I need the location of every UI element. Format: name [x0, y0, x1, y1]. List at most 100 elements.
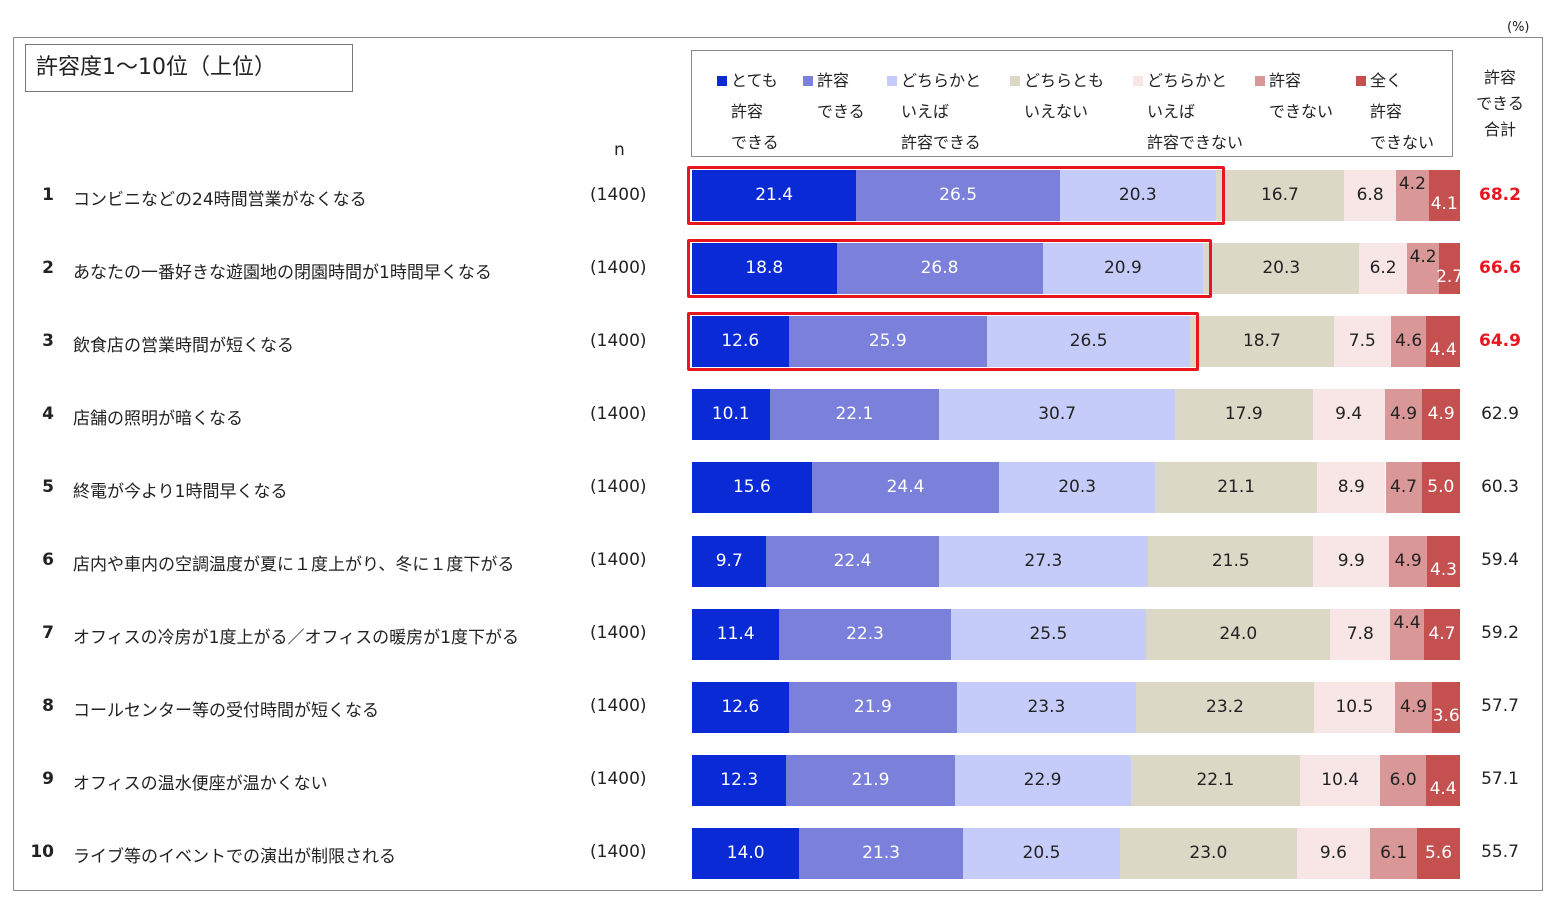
row-label: 店舗の照明が暗くなる [73, 408, 243, 429]
bar-segment [1330, 608, 1391, 660]
bar-value-label: 12.3 [720, 769, 759, 790]
row-rank: 10 [30, 842, 54, 863]
row-label: 終電が今より1時間早くなる [73, 481, 288, 502]
legend-swatch [1255, 76, 1265, 86]
bar-segment [1391, 316, 1427, 368]
bar-value-label: 23.3 [1027, 696, 1066, 717]
bar-segment [987, 316, 1191, 368]
bar-segment [692, 608, 780, 660]
legend-label: 全く 許容 できない [1370, 71, 1435, 152]
bar-value-label: 20.3 [1058, 477, 1097, 498]
row-label: あなたの一番好きな遊園地の閉園時間が1時間早くなる [73, 262, 492, 283]
legend-label: どちらとも いえない [1024, 71, 1105, 121]
bar-value-label: 23.0 [1189, 842, 1228, 863]
bar-value-label: 4.9 [1400, 696, 1428, 717]
bar-segment [1135, 681, 1315, 733]
bar-value-label: 25.5 [1029, 623, 1068, 644]
row-total: 60.3 [1481, 476, 1519, 497]
row-n: (1400) [590, 184, 647, 205]
bar-segment [836, 243, 1043, 295]
legend-swatch [803, 76, 813, 86]
row-rank: 3 [42, 330, 54, 351]
bar-value-label: 22.3 [846, 623, 884, 644]
bar-segment [692, 462, 812, 514]
bar-segment [939, 389, 1176, 441]
bar-segment [788, 316, 988, 368]
bar-segment [1312, 389, 1385, 441]
bar-value-label: 8.9 [1337, 477, 1365, 498]
row-label: コンビニなどの24時間営業がなくなる [73, 189, 367, 210]
bar-segment [1059, 170, 1216, 221]
bar-value-label: 20.3 [1262, 258, 1301, 279]
row-total: 68.2 [1479, 184, 1521, 205]
bar-value-label: 16.7 [1260, 185, 1299, 205]
bar-segment [766, 535, 939, 587]
bar-segment [1146, 608, 1331, 660]
bar-value-label: 12.6 [721, 696, 760, 717]
bar-value-label: 3.6 [1432, 705, 1460, 726]
bar-segment [1389, 535, 1427, 587]
legend-item: 許容 できない [1255, 65, 1333, 127]
bar-segment [1042, 243, 1204, 295]
row-label: 飲食店の営業時間が短くなる [73, 335, 294, 356]
bar-value-label: 26.5 [939, 185, 978, 205]
legend-item: どちらとも いえない [1010, 65, 1104, 127]
n-column-header: n [614, 140, 625, 160]
bar-segment [1422, 389, 1460, 441]
row-n: (1400) [590, 403, 647, 424]
bar-segment [1426, 316, 1460, 368]
bar-value-label: 18.8 [745, 258, 784, 279]
bar-value-label: 4.4 [1393, 612, 1421, 633]
bar-value-label: 26.5 [1069, 331, 1108, 352]
bar-value-label: 4.9 [1427, 404, 1455, 425]
bar-value-label: 4.6 [1395, 331, 1423, 352]
bar-segment [954, 754, 1131, 806]
chart-frame [13, 37, 1543, 891]
row-total: 55.7 [1481, 842, 1519, 863]
legend-swatch [1133, 76, 1143, 86]
bar-value-label: 25.9 [868, 331, 907, 352]
bar-segment [1155, 462, 1318, 514]
legend-swatch [887, 76, 897, 86]
row-rank: 4 [42, 403, 54, 424]
bar-segment [1426, 754, 1460, 806]
bar-segment [1417, 827, 1460, 879]
row-total: 64.9 [1479, 330, 1521, 351]
bar-segment [1439, 243, 1460, 295]
bar-segment [1423, 608, 1460, 660]
bar-value-label: 21.5 [1211, 550, 1250, 571]
bar-segment [1313, 535, 1390, 587]
bar-value-label: 22.4 [833, 550, 872, 571]
bar-segment [950, 608, 1147, 660]
bar-value-label: 4.2 [1398, 174, 1426, 194]
bar-value-label: 7.8 [1346, 623, 1374, 644]
row-n: (1400) [590, 842, 647, 863]
bar-value-label: 9.6 [1319, 842, 1347, 863]
bar-value-label: 5.6 [1424, 842, 1453, 863]
bar-segment [1428, 170, 1460, 221]
bar-segment [1384, 389, 1423, 441]
bar-value-label: 9.4 [1335, 404, 1363, 425]
bar-segment [1421, 462, 1460, 514]
bar-value-label: 21.9 [853, 696, 892, 717]
row-label: ライブ等のイベントでの演出が制限される [73, 847, 396, 868]
bar-segment [1190, 316, 1334, 368]
row-rank: 2 [42, 257, 54, 278]
legend-item: どちらかと いえば 許容できない [1133, 65, 1243, 158]
bar-value-label: 21.3 [862, 842, 901, 863]
bar-segment [1148, 535, 1314, 587]
bar-value-label: 21.1 [1217, 477, 1256, 498]
bar-value-label: 6.8 [1356, 185, 1384, 205]
bar-value-label: 24.0 [1219, 623, 1258, 644]
bar-segment [1203, 243, 1360, 295]
bar-segment [1130, 754, 1301, 806]
row-n: (1400) [590, 623, 647, 644]
bar-value-label: 30.7 [1038, 404, 1077, 425]
bar-segment [692, 681, 789, 733]
row-n: (1400) [590, 696, 647, 717]
bar-value-label: 22.1 [835, 404, 874, 425]
bar-value-label: 27.3 [1024, 550, 1063, 571]
bar-segment [692, 316, 789, 368]
row-label: オフィスの冷房が1度上がる／オフィスの暖房が1度下がる [73, 628, 519, 649]
bar-segment [692, 754, 787, 806]
